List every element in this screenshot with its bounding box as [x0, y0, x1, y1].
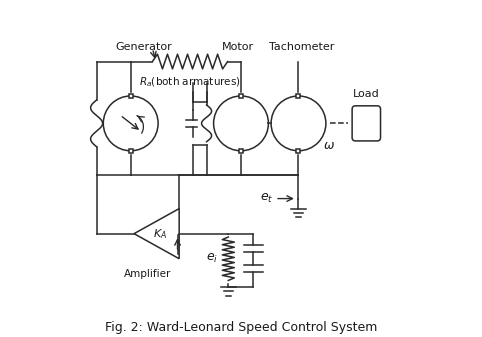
Text: $e_t$: $e_t$	[260, 192, 273, 205]
Bar	[239, 94, 243, 98]
Text: Amplifier: Amplifier	[124, 269, 171, 279]
Bar	[296, 149, 300, 153]
Text: Tachometer: Tachometer	[269, 41, 335, 52]
Text: Fig. 2: Ward-Leonard Speed Control System: Fig. 2: Ward-Leonard Speed Control Syste…	[105, 321, 377, 334]
Text: Load: Load	[353, 89, 380, 99]
Text: $\omega$: $\omega$	[322, 139, 335, 152]
Bar	[129, 149, 133, 153]
Text: $e_i$: $e_i$	[206, 252, 218, 265]
Text: $R_a$(both armatures): $R_a$(both armatures)	[139, 75, 241, 89]
Text: Motor: Motor	[222, 41, 254, 52]
Bar	[296, 94, 300, 98]
Bar	[129, 94, 133, 98]
Text: $K_A$: $K_A$	[153, 227, 167, 241]
Text: Generator: Generator	[116, 41, 173, 52]
Bar	[239, 149, 243, 153]
